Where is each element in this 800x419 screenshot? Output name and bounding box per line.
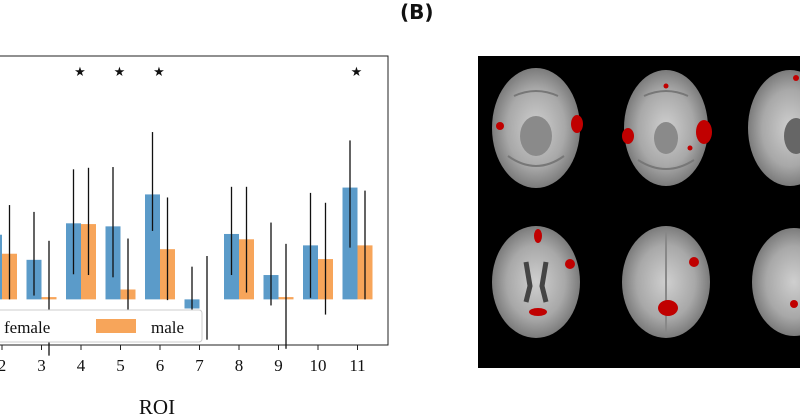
x-tick-label-2: 2 xyxy=(0,356,6,375)
x-tick-label-4: 4 xyxy=(77,356,86,375)
x-tick-label-6: 6 xyxy=(156,356,165,375)
brain-slice-1 xyxy=(492,68,583,188)
x-tick-label-3: 3 xyxy=(37,356,46,375)
brain-slice-4 xyxy=(492,226,580,338)
significance-marker-6: ★ xyxy=(153,65,165,80)
panel-b-label: (B) xyxy=(400,0,434,24)
brain-mri-panel xyxy=(478,56,800,368)
legend-label-female: female xyxy=(4,318,50,337)
brain-slice-2 xyxy=(622,70,712,186)
bar-female-2 xyxy=(0,234,2,300)
x-tick-label-11: 11 xyxy=(349,356,365,375)
x-axis-label: ROI xyxy=(139,395,175,419)
bar-chart: 2 3 4 5 6 7 8 9 10 11 ROI ★ ★ ★ ★ female male xyxy=(0,55,389,419)
brain-slice-5 xyxy=(622,226,710,338)
x-tick-label-5: 5 xyxy=(116,356,125,375)
legend-swatch-male xyxy=(96,319,136,333)
plot-frame xyxy=(0,55,389,346)
legend-label-male: male xyxy=(151,318,184,337)
significance-marker-4: ★ xyxy=(74,65,86,80)
x-tick-label-8: 8 xyxy=(235,356,244,375)
significance-marker-5: ★ xyxy=(114,65,126,80)
x-tick-label-9: 9 xyxy=(274,356,283,375)
brain-slice-6 xyxy=(752,228,800,336)
brain-slice-3 xyxy=(748,70,800,186)
significance-marker-11: ★ xyxy=(351,65,363,80)
x-tick-label-10: 10 xyxy=(310,356,327,375)
bar-female-6 xyxy=(145,194,160,300)
x-tick-label-7: 7 xyxy=(195,356,204,375)
